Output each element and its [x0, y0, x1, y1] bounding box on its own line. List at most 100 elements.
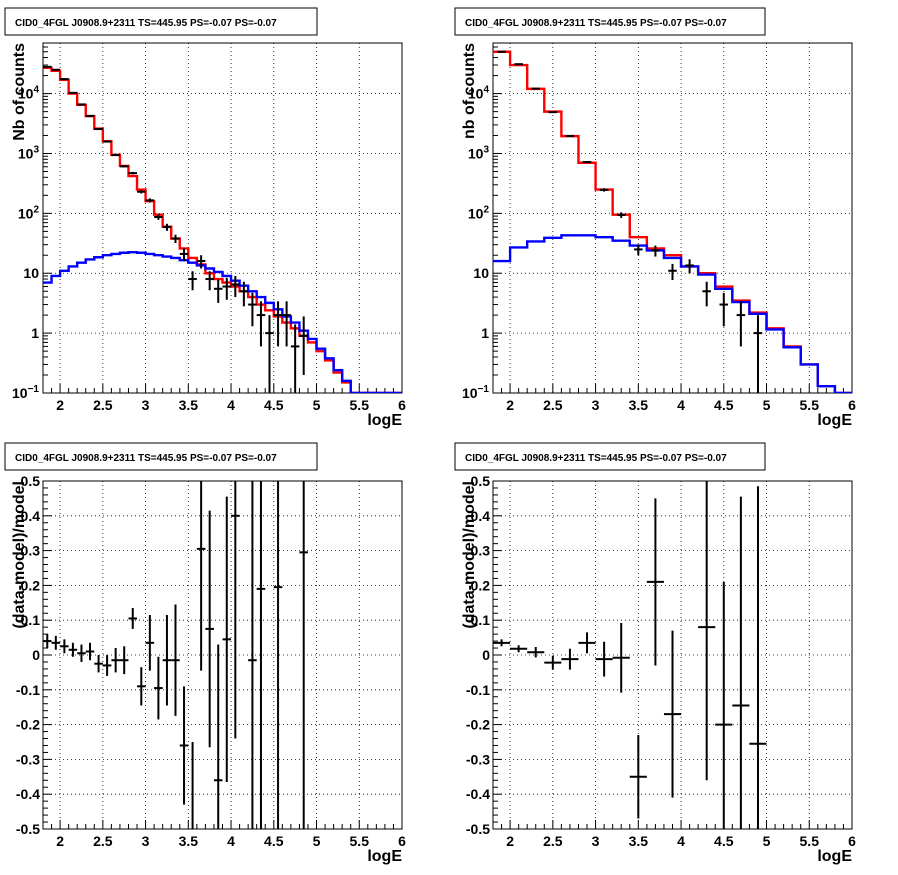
x-tick-label: 3.5	[629, 397, 649, 413]
chart-panel-bottom-left: 2 2.5 3 3.5 4 4.5 5 5.5 6 -0.5 -0.4 -0.3 -0.2 -0.1 0 0.…	[4, 442, 406, 865]
x-tick-label: 2	[56, 397, 64, 413]
plot-frame	[492, 42, 853, 394]
x-tick-label: 5	[313, 833, 321, 849]
data-point	[663, 630, 682, 798]
data-point	[736, 301, 746, 347]
y-tick-label: 102	[18, 204, 40, 221]
data-point	[119, 646, 129, 675]
data-point	[646, 498, 664, 666]
x-tick-label: 3	[142, 397, 150, 413]
x-tick-label: 5.5	[800, 397, 820, 413]
y-tick-label-base: 10	[18, 86, 34, 102]
data-point	[85, 114, 95, 117]
data-point	[145, 198, 155, 203]
x-tick-label: 2	[506, 833, 514, 849]
data-point	[154, 214, 163, 220]
x-tick-label: 2.5	[93, 397, 113, 413]
chart-title: CID0_4FGL J0908.9+2311 TS=445.95 PS=-0.0…	[465, 18, 727, 29]
x-tick-label: 2.5	[93, 833, 113, 849]
y-tick-label: 103	[18, 144, 40, 161]
data-point	[77, 644, 86, 662]
data-point	[162, 223, 172, 231]
x-tick-label: 5.5	[350, 833, 370, 849]
data-point	[282, 301, 291, 347]
data-point	[715, 581, 733, 829]
data-point	[749, 486, 767, 829]
series-line-0	[493, 50, 852, 393]
data-point	[548, 111, 558, 114]
data-point	[102, 655, 112, 676]
data-point	[145, 614, 155, 671]
y-tick-label: -0.2	[16, 717, 40, 733]
data-point	[582, 161, 592, 164]
data-point	[111, 154, 120, 157]
data-point	[273, 481, 283, 829]
plot-area	[493, 481, 767, 829]
y-tick-label-base: 10	[18, 145, 34, 161]
data-point	[231, 275, 240, 298]
axis-ticks	[492, 480, 853, 830]
y-tick-label: 102	[468, 204, 490, 221]
y-tick-label: 104	[18, 85, 40, 102]
plot-frame	[42, 480, 403, 830]
data-point	[205, 271, 214, 291]
data-point	[698, 481, 716, 781]
data-point	[196, 481, 206, 671]
grid	[493, 43, 853, 394]
plot-area	[493, 50, 852, 393]
x-tick-label: 3.5	[629, 833, 649, 849]
data-point	[196, 255, 206, 269]
y-tick-label: -0.5	[466, 821, 490, 837]
chart-title: CID0_4FGL J0908.9+2311 TS=445.95 PS=-0.0…	[15, 18, 277, 29]
x-tick-label: 5	[763, 833, 771, 849]
data-point	[205, 510, 214, 748]
data-point	[685, 259, 694, 274]
data-point	[256, 301, 266, 347]
x-tick-label: 5	[313, 397, 321, 413]
y-tick-label: 0.3	[471, 543, 491, 559]
x-axis-title: logE	[817, 412, 852, 429]
y-axis-title: nb of counts	[461, 43, 478, 139]
x-tick-label: 2.5	[543, 833, 563, 849]
y-tick-label-exponent: 4	[33, 85, 39, 96]
axis-ticks	[42, 42, 403, 394]
data-point	[493, 639, 511, 647]
x-tick-label: 4.5	[264, 833, 284, 849]
data-point	[188, 271, 197, 291]
data-point	[256, 481, 266, 829]
y-axis-title: Nb of counts	[11, 43, 28, 141]
x-tick-label: 4.5	[714, 397, 734, 413]
x-tick-label: 4	[677, 397, 685, 413]
data-point	[222, 496, 232, 783]
x-tick-label: 2	[56, 833, 64, 849]
y-axis-title: (data-model)/model	[461, 481, 478, 629]
y-tick-label: -0.1	[466, 682, 490, 698]
y-tick-label: 0	[32, 647, 40, 663]
x-tick-label: 4	[227, 397, 235, 413]
data-point	[273, 301, 283, 347]
y-tick-label-exponent: 3	[33, 144, 39, 155]
y-tick-label-base: 10	[468, 86, 484, 102]
y-tick-label-base: 10	[462, 385, 478, 401]
data-point	[137, 667, 146, 706]
x-tick-label: 6	[848, 833, 856, 849]
y-tick-label: 10−1	[462, 384, 489, 401]
data-point	[510, 645, 528, 653]
y-tick-label-base: 10	[468, 145, 484, 161]
data-point	[43, 634, 52, 649]
data-point	[171, 234, 180, 243]
y-tick-label: -0.2	[466, 717, 490, 733]
data-point	[102, 140, 112, 143]
x-tick-label: 6	[848, 397, 856, 413]
y-tick-label-exponent: −1	[28, 384, 40, 395]
data-point	[634, 244, 643, 256]
data-point	[222, 277, 232, 300]
data-point	[595, 641, 613, 677]
data-point	[68, 91, 78, 94]
y-tick-label: 0.5	[471, 473, 491, 489]
x-tick-label: 3.5	[179, 397, 199, 413]
title-box	[454, 442, 766, 471]
y-tick-label: -0.3	[16, 751, 40, 767]
data-point	[85, 642, 95, 661]
